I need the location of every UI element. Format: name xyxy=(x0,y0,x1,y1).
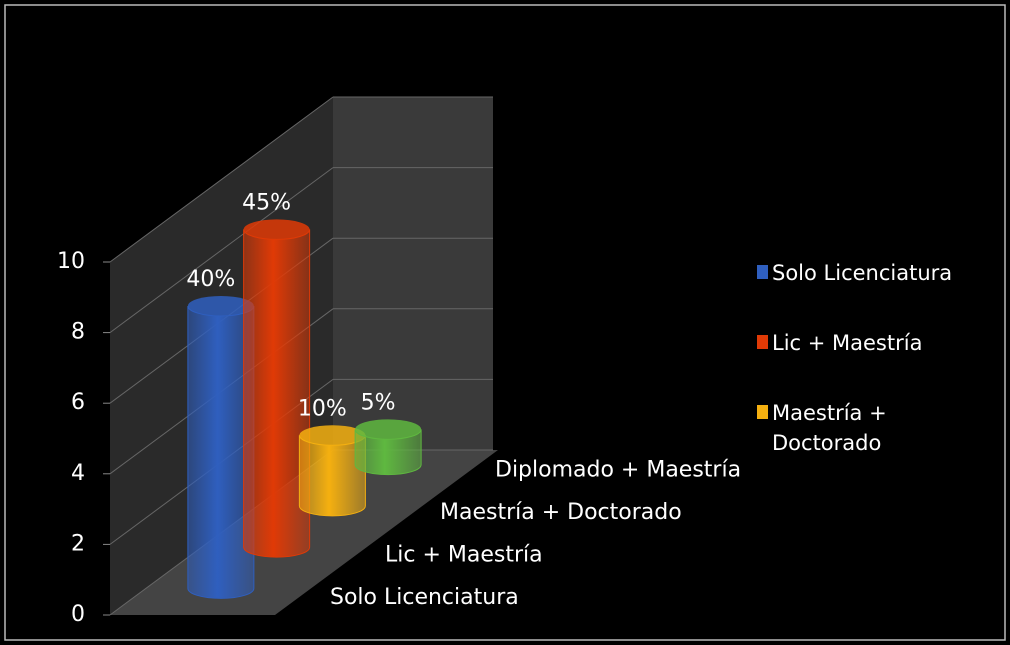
x-tick-label: Solo Licenciatura xyxy=(330,585,519,610)
y-tick-label: 4 xyxy=(71,461,85,486)
data-label: 40% xyxy=(186,267,235,292)
legend-label: Lic + Maestría xyxy=(772,331,923,355)
bar-top xyxy=(299,425,366,446)
legend-swatch xyxy=(757,265,768,279)
x-tick-label: Maestría + Doctorado xyxy=(440,500,682,525)
data-label: 10% xyxy=(298,396,347,421)
legend: Solo Licenciatura Lic + Maestría Maestría … xyxy=(757,258,997,498)
legend-item: Lic + Maestría xyxy=(757,328,997,358)
legend-swatch xyxy=(757,335,768,349)
y-tick-label: 2 xyxy=(71,531,85,556)
bar-top xyxy=(243,219,310,240)
legend-label: Maestría + Doctorado xyxy=(772,401,887,455)
legend-swatch xyxy=(757,405,768,419)
back-wall xyxy=(333,97,493,450)
x-tick-label: Diplomado + Maestría xyxy=(495,458,741,483)
y-tick-label: 10 xyxy=(57,249,85,274)
grid-line xyxy=(109,167,334,334)
x-tick-label: Lic + Maestría xyxy=(385,543,543,568)
frame xyxy=(4,4,1006,641)
legend-item: Solo Licenciatura xyxy=(757,258,997,288)
y-tick-label: 0 xyxy=(71,602,85,627)
bar-top xyxy=(355,419,422,440)
data-label: 45% xyxy=(242,190,291,215)
grid-line xyxy=(109,96,334,263)
y-tick-label: 8 xyxy=(71,320,85,345)
data-label: 5% xyxy=(361,390,396,415)
y-tick-label: 6 xyxy=(71,390,85,415)
legend-label: Solo Licenciatura xyxy=(772,261,953,285)
legend-item: Maestría + Doctorado xyxy=(757,398,997,458)
bar-top xyxy=(187,295,254,316)
